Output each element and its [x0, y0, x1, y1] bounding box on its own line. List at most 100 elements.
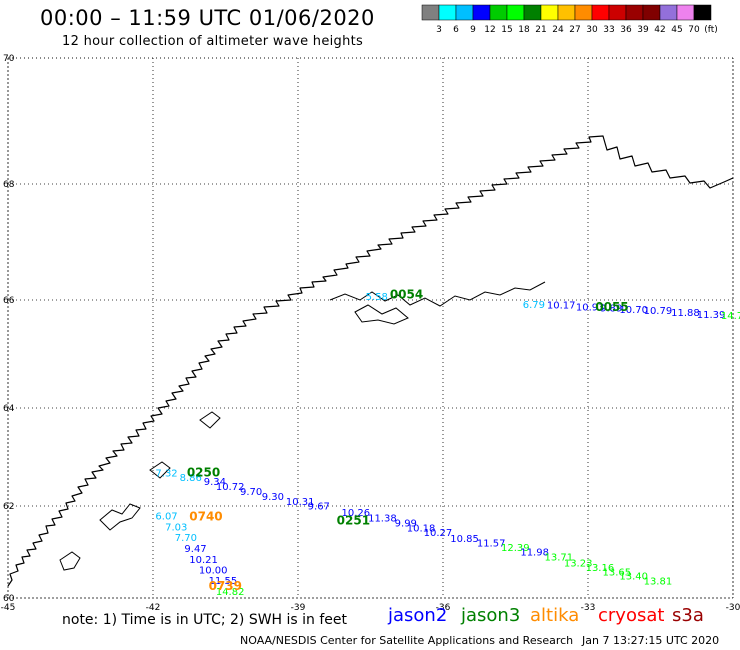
wave-height-value: 7.70	[175, 533, 197, 544]
lat-tick-label: 64	[3, 404, 15, 414]
wave-height-value: 11.88	[671, 308, 700, 319]
legend-label: 45	[671, 25, 682, 35]
wave-height-value: 10.93	[576, 302, 605, 313]
sat-cryosat: cryosat	[598, 605, 665, 626]
map-frame	[7, 57, 734, 599]
lat-tick-label: 66	[3, 296, 15, 306]
pass-time-label: 0250	[187, 466, 220, 480]
sat-jason2: jason2	[388, 605, 448, 626]
wave-height-value: 13.81	[644, 577, 673, 588]
wave-height-value: 10.18	[407, 523, 436, 534]
wave-height-value: 5.58	[366, 292, 388, 303]
pass-time-label: 0740	[189, 510, 222, 524]
wave-height-value: 10.85	[450, 534, 479, 545]
legend-label: 39	[637, 25, 649, 35]
lat-tick-label: 60	[3, 594, 15, 604]
wave-height-value: 10.27	[424, 528, 453, 539]
wave-height-value: 13.65	[603, 567, 632, 578]
coastline-south-detail	[59, 411, 221, 571]
legend-label: 21	[535, 25, 546, 35]
legend-label: 27	[569, 25, 580, 35]
pass-time-label: 0739	[209, 579, 242, 593]
sat-altika: altika	[530, 605, 580, 626]
legend-label: 36	[620, 25, 632, 35]
map-title: 00:00 – 11:59 UTC 01/06/2020	[40, 6, 375, 30]
greenland-coastline	[7, 135, 734, 587]
wave-height-value: 9.99	[395, 519, 417, 530]
sat-s3a: s3a	[672, 605, 704, 626]
wave-height-value: 10.31	[286, 497, 315, 508]
pass-time-label: 0055	[595, 300, 628, 314]
wave-height-value: 13.23	[564, 558, 593, 569]
legend-label: 42	[654, 25, 665, 35]
legend-label: 15	[501, 25, 512, 35]
wave-height-value: 13.71	[545, 553, 574, 564]
legend-label: 6	[453, 25, 459, 35]
legend-label: 70	[688, 25, 700, 35]
lon-tick-label: -30	[726, 603, 740, 613]
generation-timestamp: Jan 7 13:27:15 UTC 2020	[582, 634, 720, 647]
wave-height-value: 7.32	[155, 469, 177, 480]
wave-height-value: 9.89	[600, 303, 622, 314]
wave-height-value: 10.00	[199, 566, 228, 577]
wave-height-value: 9.34	[204, 477, 226, 488]
wave-height-value: 10.21	[189, 555, 218, 566]
legend-label: (ft)	[704, 25, 718, 35]
axis-labels: -45 -42 -39 -36 -33 -30 60 62 64 66 68 70	[1, 54, 740, 613]
wave-height-value: 6.79	[523, 300, 545, 311]
lon-tick-label: -42	[146, 603, 161, 613]
wave-height-value: 13.40	[619, 572, 648, 583]
wave-height-value: 10.79	[644, 306, 673, 317]
track-0055: 6.79 10.17 10.939.8910.7010.7911.8811.3914…	[523, 300, 740, 322]
lon-tick-label: -36	[436, 603, 451, 613]
lon-tick-label: -33	[581, 603, 596, 613]
lon-tick-label: -39	[291, 603, 306, 613]
lat-tick-label: 62	[3, 502, 14, 512]
pass-time-label: 0251	[337, 513, 370, 527]
wave-height-value: 10.70	[619, 305, 648, 316]
wave-height-value: 13.16	[586, 563, 615, 574]
wave-height-value: 9.70	[240, 487, 262, 498]
wave-height-value: 12.39	[501, 543, 530, 554]
wave-height-value: 10.17	[547, 301, 576, 312]
wave-height-value: 9.30	[262, 492, 284, 503]
wave-height-value: 10.72	[216, 482, 245, 493]
legend-label: 30	[586, 25, 598, 35]
wave-height-value: 11.38	[368, 514, 397, 525]
legend-label: 33	[603, 25, 614, 35]
wave-height-value: 10.26	[342, 508, 371, 519]
wave-height-value: 11.57	[477, 538, 506, 549]
wave-height-value: 11.55	[209, 576, 238, 587]
coastline-island-detail	[354, 304, 409, 325]
legend-swatch	[693, 4, 712, 21]
map-gridlines	[7, 57, 734, 599]
legend-label: 24	[552, 25, 564, 35]
legend-label: 12	[484, 25, 495, 35]
lon-tick-label: -45	[1, 603, 16, 613]
legend-label: 9	[470, 25, 476, 35]
track-0054: 5.58	[366, 292, 388, 303]
credit-text: NOAA/NESDIS Center for Satellite Applica…	[240, 634, 574, 647]
wave-height-value: 14.82	[216, 587, 245, 598]
color-scale-legend: 3 6 9 12 15 18 21 24 27 30 33 36 39 42 45 70 (ft)	[421, 4, 718, 35]
wave-height-value: 6.07	[155, 511, 177, 522]
sat-jason3: jason3	[461, 605, 521, 626]
wave-height-value: 8.86	[180, 473, 202, 484]
altimeter-tracks: 5.586.79 10.17 10.939.8910.7010.7911.8811.…	[155, 292, 740, 598]
wave-height-value: 11.39	[697, 310, 726, 321]
wave-height-value: 11.98	[520, 548, 549, 559]
coastline-fjord-detail	[329, 281, 546, 307]
lat-tick-label: 70	[3, 54, 15, 64]
lat-tick-label: 68	[3, 180, 15, 190]
pass-time-label: 0054	[390, 287, 423, 301]
wave-height-value: 9.47	[184, 544, 206, 555]
footer-note: note: 1) Time is in UTC; 2) SWH is in fe…	[62, 612, 348, 628]
pass-time-labels: 0054 0055 0250 0251 0740 0739	[187, 287, 629, 593]
map-subtitle: 12 hour collection of altimeter wave hei…	[62, 34, 364, 49]
legend-label: 3	[436, 25, 442, 35]
wave-height-value: 7.03	[165, 522, 187, 533]
legend-label: 18	[518, 25, 530, 35]
